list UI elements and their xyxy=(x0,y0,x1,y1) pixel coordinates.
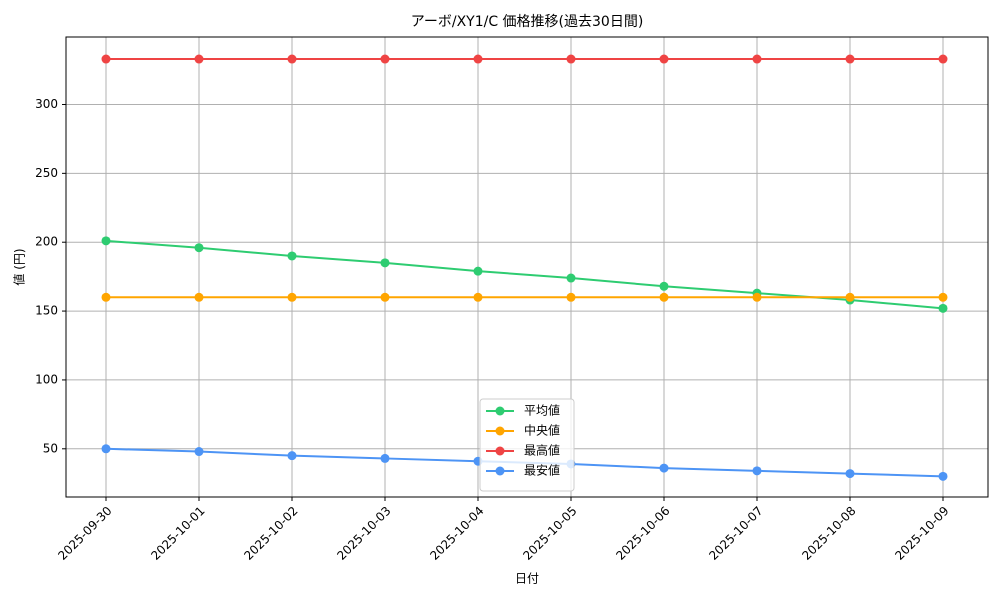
data-point xyxy=(659,54,669,64)
data-point xyxy=(101,236,111,246)
data-point xyxy=(101,292,111,302)
y-tick-label: 50 xyxy=(43,441,58,455)
data-point xyxy=(473,54,483,64)
data-point xyxy=(845,469,855,479)
x-tick-label: 2025-10-08 xyxy=(799,504,858,563)
plot-frame xyxy=(65,36,989,498)
data-point xyxy=(194,447,204,457)
data-point xyxy=(194,54,204,64)
data-point xyxy=(101,54,111,64)
data-point xyxy=(287,251,297,261)
chart-title: アーボ/XY1/C 価格推移(過去30日間) xyxy=(411,14,644,30)
x-tick-label: 2025-10-02 xyxy=(241,504,300,563)
y-tick-label: 200 xyxy=(35,235,58,249)
x-tick-label: 2025-10-07 xyxy=(706,504,765,563)
y-tick-label: 100 xyxy=(35,372,58,386)
data-point xyxy=(473,266,483,276)
data-point xyxy=(566,292,576,302)
data-point xyxy=(287,292,297,302)
data-point xyxy=(752,466,762,476)
data-point xyxy=(566,54,576,64)
legend-label: 平均値 xyxy=(524,403,560,418)
y-tick-label: 300 xyxy=(35,97,58,111)
x-tick-label: 2025-09-30 xyxy=(55,504,114,563)
data-point xyxy=(938,292,948,302)
legend-marker xyxy=(495,426,505,436)
legend-label: 中央値 xyxy=(524,423,560,438)
data-point xyxy=(194,292,204,302)
legend-label: 最安値 xyxy=(524,463,560,478)
y-tick-label: 250 xyxy=(35,166,58,180)
data-point xyxy=(287,54,297,64)
data-point xyxy=(380,54,390,64)
data-point xyxy=(659,281,669,291)
data-point xyxy=(566,273,576,283)
data-point xyxy=(938,54,948,64)
x-tick-label: 2025-10-04 xyxy=(427,504,486,563)
legend-label: 最高値 xyxy=(524,443,560,458)
data-point xyxy=(380,292,390,302)
data-point xyxy=(287,451,297,461)
x-tick-label: 2025-10-03 xyxy=(334,504,393,563)
data-point xyxy=(752,292,762,302)
data-point xyxy=(380,258,390,268)
legend-box xyxy=(479,398,575,492)
data-point xyxy=(473,292,483,302)
legend-marker xyxy=(495,446,505,456)
data-point xyxy=(380,453,390,463)
data-point xyxy=(845,292,855,302)
x-tick-label: 2025-10-06 xyxy=(613,504,672,563)
data-point xyxy=(101,444,111,454)
legend-marker xyxy=(495,406,505,416)
data-point xyxy=(659,292,669,302)
data-point xyxy=(659,463,669,473)
x-axis-label: 日付 xyxy=(515,572,539,586)
data-point xyxy=(938,303,948,313)
legend-marker xyxy=(495,466,505,476)
data-point xyxy=(752,54,762,64)
x-tick-label: 2025-10-01 xyxy=(148,504,207,563)
data-point xyxy=(845,54,855,64)
y-axis-label: 値 (円) xyxy=(12,248,27,285)
data-point xyxy=(938,471,948,481)
x-tick-label: 2025-10-05 xyxy=(520,504,579,563)
data-point xyxy=(194,243,204,253)
y-tick-label: 150 xyxy=(35,304,58,318)
x-tick-label: 2025-10-09 xyxy=(892,504,951,563)
